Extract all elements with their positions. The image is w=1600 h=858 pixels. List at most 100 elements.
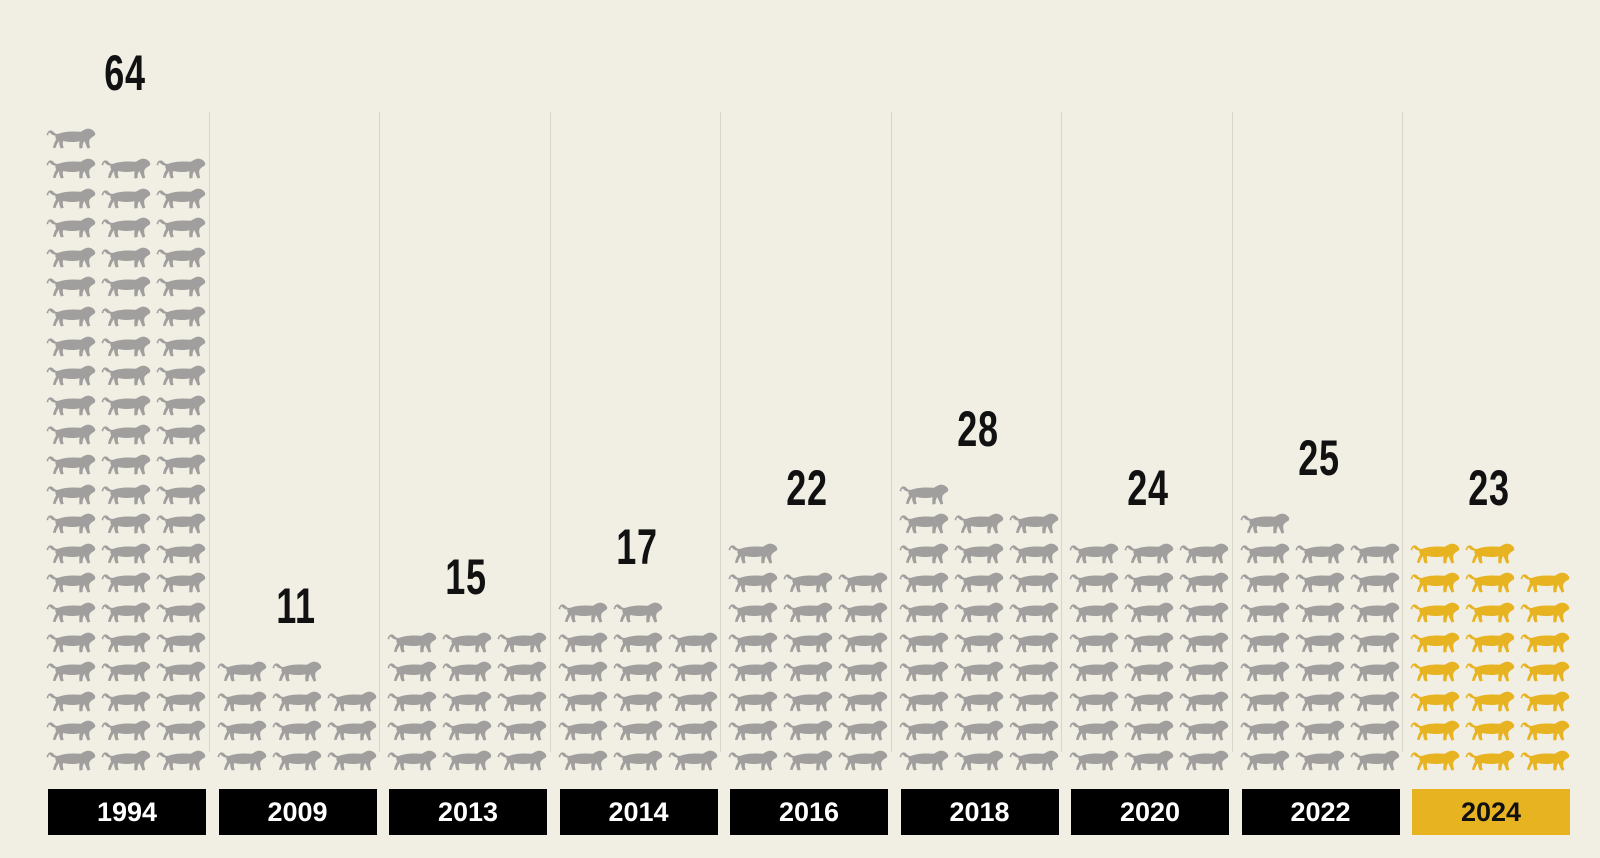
tiger-icon bbox=[1410, 659, 1460, 683]
tiger-icon bbox=[613, 630, 663, 654]
tiger-icon bbox=[1465, 541, 1515, 565]
tiger-icon bbox=[46, 689, 96, 713]
tiger-icon bbox=[387, 659, 437, 683]
tiger-icon bbox=[1465, 748, 1515, 772]
tiger-icon bbox=[783, 600, 833, 624]
tiger-icon bbox=[1240, 630, 1290, 654]
tiger-icon bbox=[1410, 600, 1460, 624]
tiger-icon bbox=[1465, 600, 1515, 624]
tiger-icon bbox=[46, 511, 96, 535]
tiger-icon bbox=[156, 245, 206, 269]
tiger-icon bbox=[387, 748, 437, 772]
tiger-icon bbox=[1295, 748, 1345, 772]
tiger-icon bbox=[101, 570, 151, 594]
tiger-icon bbox=[899, 748, 949, 772]
tiger-icon bbox=[1069, 600, 1119, 624]
column-divider bbox=[891, 112, 892, 752]
tiger-icon bbox=[272, 689, 322, 713]
tiger-icon bbox=[46, 600, 96, 624]
tiger-icon bbox=[728, 748, 778, 772]
tiger-icon bbox=[1240, 689, 1290, 713]
tiger-icon bbox=[954, 718, 1004, 742]
tiger-icon bbox=[728, 718, 778, 742]
tiger-icon bbox=[954, 541, 1004, 565]
tiger-icon bbox=[1069, 541, 1119, 565]
tiger-icon bbox=[1179, 570, 1229, 594]
tiger-icon bbox=[838, 630, 888, 654]
column-divider bbox=[1061, 112, 1062, 752]
tiger-icon bbox=[1350, 570, 1400, 594]
tiger-icon bbox=[1520, 570, 1570, 594]
category-label: 2014 bbox=[559, 789, 718, 835]
tiger-icon bbox=[327, 748, 377, 772]
tiger-icon bbox=[613, 689, 663, 713]
tiger-icon bbox=[101, 245, 151, 269]
tiger-icon bbox=[1465, 630, 1515, 654]
tiger-icon bbox=[783, 630, 833, 654]
tiger-icon bbox=[668, 748, 718, 772]
category-label: 2016 bbox=[730, 789, 888, 835]
tiger-icon bbox=[558, 748, 608, 772]
tiger-icon bbox=[1069, 689, 1119, 713]
tiger-icon bbox=[668, 659, 718, 683]
tiger-icon bbox=[101, 600, 151, 624]
column-divider bbox=[209, 112, 210, 752]
tiger-icon bbox=[46, 304, 96, 328]
tiger-icon bbox=[46, 570, 96, 594]
tiger-icon bbox=[101, 422, 151, 446]
data-label: 22 bbox=[786, 459, 828, 516]
tiger-icon bbox=[783, 748, 833, 772]
tiger-icon bbox=[899, 689, 949, 713]
data-label: 24 bbox=[1127, 459, 1169, 516]
tiger-icon bbox=[1465, 570, 1515, 594]
tiger-icon bbox=[497, 659, 547, 683]
tiger-icon bbox=[1240, 570, 1290, 594]
tiger-icon bbox=[1240, 541, 1290, 565]
category-label: 2009 bbox=[218, 789, 377, 835]
tiger-icon bbox=[156, 156, 206, 180]
data-label: 17 bbox=[615, 519, 658, 575]
tiger-icon bbox=[101, 186, 151, 210]
tiger-icon bbox=[613, 659, 663, 683]
tiger-icon bbox=[954, 630, 1004, 654]
tiger-icon bbox=[1009, 600, 1059, 624]
tiger-icon bbox=[1410, 718, 1460, 742]
tiger-icon bbox=[156, 186, 206, 210]
tiger-icon bbox=[101, 482, 151, 506]
tiger-icon bbox=[156, 422, 206, 446]
tiger-icon bbox=[954, 600, 1004, 624]
tiger-icon bbox=[1295, 718, 1345, 742]
tiger-icon bbox=[1179, 600, 1229, 624]
tiger-icon bbox=[101, 334, 151, 358]
tiger-icon bbox=[1295, 659, 1345, 683]
category-label: 1994 bbox=[48, 789, 206, 835]
tiger-icon bbox=[497, 630, 547, 654]
tiger-icon bbox=[899, 482, 949, 506]
tiger-icon bbox=[783, 718, 833, 742]
tiger-icon bbox=[442, 659, 492, 683]
tiger-icon bbox=[156, 304, 206, 328]
tiger-icon bbox=[327, 689, 377, 713]
tiger-icon bbox=[46, 334, 96, 358]
tiger-icon bbox=[1350, 659, 1400, 683]
tiger-icon bbox=[728, 600, 778, 624]
tiger-icon bbox=[46, 659, 96, 683]
tiger-icon bbox=[1465, 689, 1515, 713]
tiger-icon bbox=[1009, 630, 1059, 654]
data-label: 64 bbox=[104, 45, 146, 102]
tiger-icon bbox=[46, 718, 96, 742]
tiger-icon bbox=[156, 393, 206, 417]
tiger-icon bbox=[899, 659, 949, 683]
tiger-icon bbox=[101, 630, 151, 654]
tiger-icon bbox=[1069, 659, 1119, 683]
tiger-icon bbox=[558, 600, 608, 624]
tiger-icon bbox=[1240, 718, 1290, 742]
tiger-icon bbox=[728, 541, 778, 565]
tiger-icon bbox=[156, 215, 206, 239]
column-divider bbox=[379, 112, 380, 752]
tiger-icon bbox=[838, 570, 888, 594]
tiger-icon bbox=[217, 659, 267, 683]
tiger-icon bbox=[613, 748, 663, 772]
tiger-icon bbox=[1295, 630, 1345, 654]
tiger-icon bbox=[1124, 689, 1174, 713]
